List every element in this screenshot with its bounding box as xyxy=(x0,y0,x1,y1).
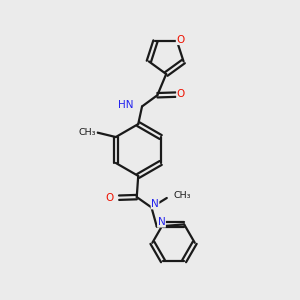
Text: CH₃: CH₃ xyxy=(79,128,96,136)
Text: N: N xyxy=(151,199,159,209)
Text: HN: HN xyxy=(118,100,134,110)
Text: O: O xyxy=(176,34,184,44)
Text: N: N xyxy=(158,217,165,227)
Text: O: O xyxy=(105,193,113,203)
Text: O: O xyxy=(177,89,185,99)
Text: CH₃: CH₃ xyxy=(173,191,191,200)
